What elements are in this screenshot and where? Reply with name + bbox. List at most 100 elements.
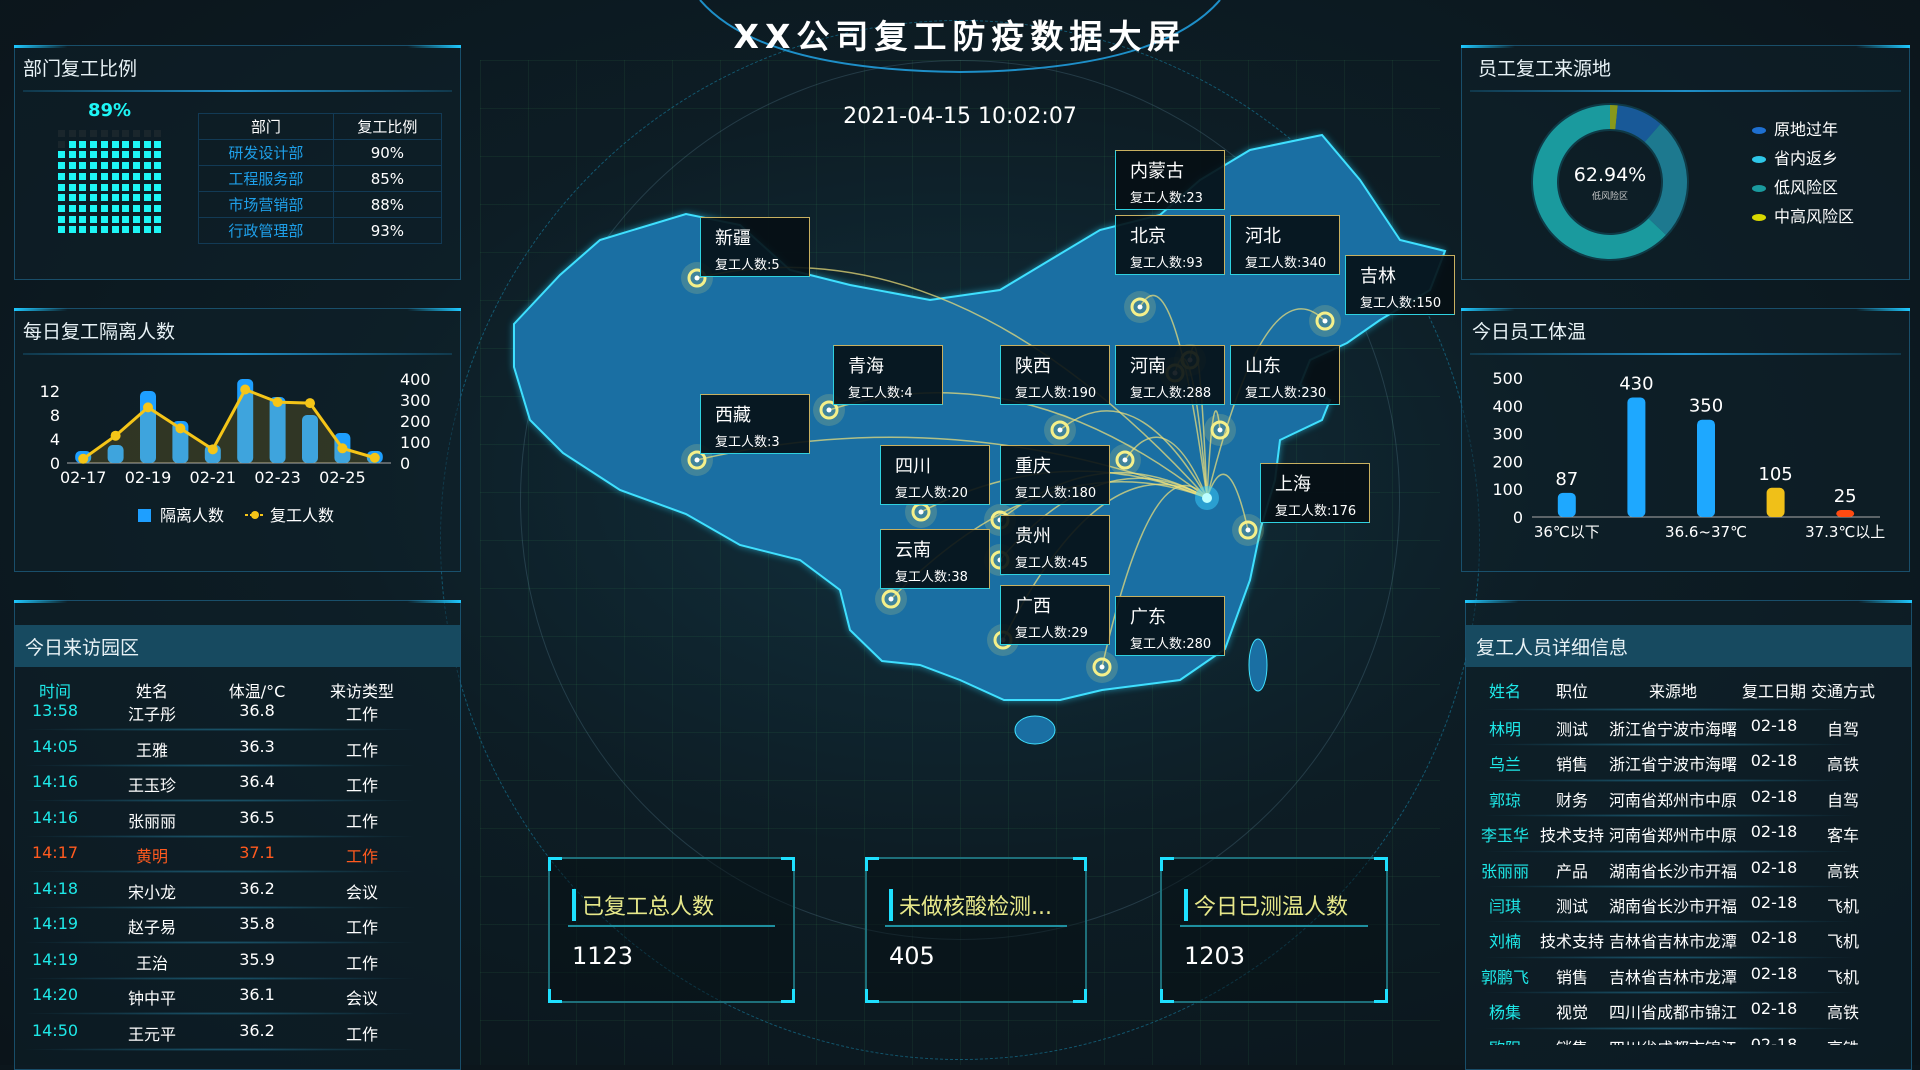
waffle-cell	[68, 226, 76, 234]
waffle-cell	[132, 140, 140, 148]
data-label: 87	[1555, 469, 1578, 490]
marker-dot	[888, 596, 894, 602]
line-point	[369, 452, 380, 463]
province-count: 复工人数:340	[1245, 256, 1327, 271]
province-label[interactable]: 广东 复工人数:280	[1115, 596, 1225, 656]
province-label[interactable]: 青海 复工人数:4	[833, 345, 943, 405]
province-count: 复工人数:3	[715, 435, 780, 450]
staff-origin: 四川省成都市锦江	[1608, 1003, 1737, 1023]
visit-type: 工作	[345, 811, 378, 831]
waffle-cell	[90, 194, 98, 202]
marker-ring	[1238, 520, 1258, 540]
line-area	[83, 389, 375, 463]
province-label[interactable]: 河南 复工人数:288	[1115, 345, 1225, 405]
x-tick: 02-19	[125, 468, 172, 487]
legend-label: 中高风险区	[1774, 207, 1855, 226]
province-label[interactable]: 新疆 复工人数:5	[700, 217, 810, 277]
waffle-cell	[100, 215, 108, 223]
waffle-cell	[111, 162, 119, 170]
x-tick: 36℃以下	[1534, 523, 1600, 541]
province-label[interactable]: 上海 复工人数:176	[1260, 463, 1370, 523]
visitor-name: 王雅	[135, 740, 168, 760]
province-label[interactable]: 重庆 复工人数:180	[1000, 445, 1110, 505]
waffle-cell	[132, 162, 140, 170]
y-left-tick: 12	[40, 382, 60, 401]
temp-bar	[1836, 510, 1855, 517]
waffle-cell	[58, 183, 65, 191]
marker-ring	[1210, 420, 1230, 440]
marker-ring	[687, 268, 707, 288]
staff-name: 闫琪	[1488, 897, 1521, 916]
temp-bar	[1557, 492, 1576, 517]
data-label: 430	[1619, 373, 1653, 394]
return-date: 02-18	[1750, 857, 1798, 877]
legend-swatch-point	[251, 511, 259, 519]
province-label[interactable]: 陕西 复工人数:190	[1000, 345, 1110, 405]
province-label[interactable]: 云南复工人数:38	[880, 529, 990, 589]
province-label[interactable]: 贵州 复工人数:45	[1000, 515, 1110, 575]
visit-time: 14:17	[31, 843, 79, 862]
waffle-cell	[154, 130, 162, 137]
return-date: 02-18	[1750, 963, 1798, 983]
donut-legend: 原地过年 省内返乡 低风险区 中高风险区	[1752, 120, 1862, 236]
province-count: 复工人数:280	[1130, 637, 1212, 652]
waffle-cell	[132, 183, 140, 191]
waffle-cell	[132, 194, 140, 202]
return-date: 02-18	[1750, 716, 1798, 735]
dept-name: 行政管理部	[198, 217, 334, 244]
visit-type: 工作	[345, 953, 378, 973]
temp-bar	[1627, 397, 1646, 517]
donut-center-label: 低风险区	[1591, 192, 1628, 202]
donut-slice	[1533, 104, 1666, 259]
line-returned	[82, 387, 376, 461]
waffle-cell	[90, 172, 98, 180]
province-label[interactable]: 内蒙古 复工人数:23	[1115, 150, 1225, 210]
province-label[interactable]: 广西 复工人数:29	[1000, 585, 1110, 645]
province-name: 青海	[848, 356, 884, 377]
staff-position: 产品	[1555, 861, 1588, 881]
waffle-cell	[111, 204, 119, 212]
y-tick: 200	[1492, 452, 1523, 471]
y-right-tick: 0	[400, 454, 410, 473]
waffle-cell	[58, 172, 65, 180]
line-point	[175, 423, 186, 434]
province-label[interactable]: 北京 复工人数:93	[1115, 215, 1225, 275]
dept-name: 工程服务部	[198, 165, 334, 192]
corner-decor	[1374, 989, 1388, 1003]
waffle-cell	[79, 226, 87, 234]
visitor-name: 宋小龙	[127, 882, 176, 902]
source-donut	[1531, 103, 1689, 261]
visitor-temp: 36.1	[239, 985, 275, 1004]
stat-value: 1123	[572, 942, 634, 970]
province-count: 复工人数:38	[895, 570, 968, 585]
waffle-cell	[132, 204, 140, 212]
legend-label: 原地过年	[1774, 120, 1839, 139]
province-label[interactable]: 四川 复工人数:20	[880, 445, 990, 505]
waffle-cell	[100, 140, 108, 148]
transport: 飞机	[1826, 932, 1859, 952]
panel-title: 今日员工体温	[1472, 321, 1587, 343]
province-name: 北京	[1130, 226, 1166, 247]
province-label[interactable]: 河北 复工人数:340	[1230, 215, 1340, 275]
visit-type: 工作	[345, 705, 378, 724]
page-title: XX公司复工防疫数据大屏	[733, 17, 1187, 56]
province-label[interactable]: 吉林 复工人数:150	[1345, 255, 1455, 315]
row-divider	[20, 1012, 420, 1015]
staff-origin: 吉林省吉林市龙潭	[1608, 932, 1737, 952]
waffle-cell	[100, 151, 108, 159]
table-row: 行政管理部 93%	[198, 217, 443, 244]
legend-item: 低风险区	[1752, 178, 1862, 198]
province-label[interactable]: 山东 复工人数:230	[1230, 345, 1340, 405]
staff-position: 技术支持	[1539, 932, 1604, 952]
col-header: 体温/°C	[228, 682, 286, 701]
overall-ratio: 89%	[88, 100, 132, 121]
waffle-cell	[79, 194, 87, 202]
visitor-name: 王元平	[127, 1024, 176, 1044]
marker-ring	[1115, 450, 1135, 470]
province-name: 云南	[895, 540, 931, 561]
marker-dot	[826, 407, 832, 413]
province-label[interactable]: 西藏复工人数:3	[700, 394, 810, 454]
corner-decor	[781, 989, 795, 1003]
visitor-temp: 37.1	[239, 843, 275, 862]
province-name: 西藏	[715, 405, 751, 426]
